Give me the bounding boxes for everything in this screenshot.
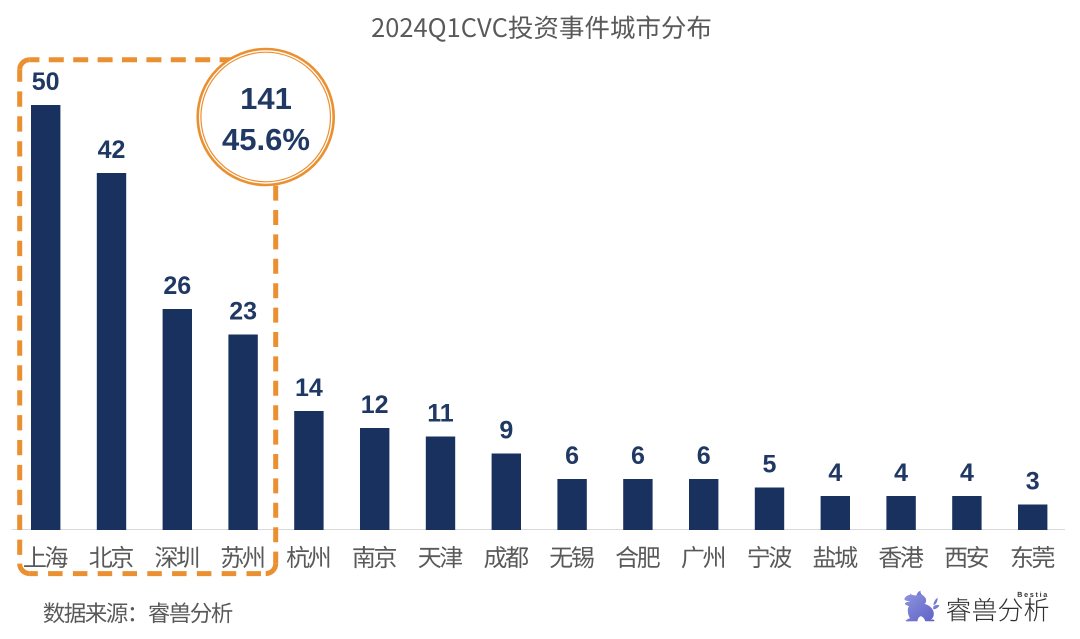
svg-text:23: 23 [229,297,257,325]
svg-text:9: 9 [499,416,513,444]
svg-text:6: 6 [697,442,711,470]
svg-text:141: 141 [240,81,292,116]
svg-text:11: 11 [427,399,454,427]
svg-text:3: 3 [1026,467,1040,495]
svg-text:4: 4 [960,459,974,487]
svg-text:6: 6 [565,442,579,470]
svg-text:4: 4 [894,459,908,487]
svg-text:50: 50 [32,68,60,96]
svg-text:42: 42 [98,136,126,164]
svg-text:45.6%: 45.6% [222,122,310,157]
svg-text:5: 5 [763,450,777,478]
svg-text:26: 26 [163,272,191,300]
svg-text:4: 4 [828,459,842,487]
svg-text:6: 6 [631,442,645,470]
svg-text:12: 12 [361,391,389,419]
svg-text:14: 14 [295,374,323,402]
